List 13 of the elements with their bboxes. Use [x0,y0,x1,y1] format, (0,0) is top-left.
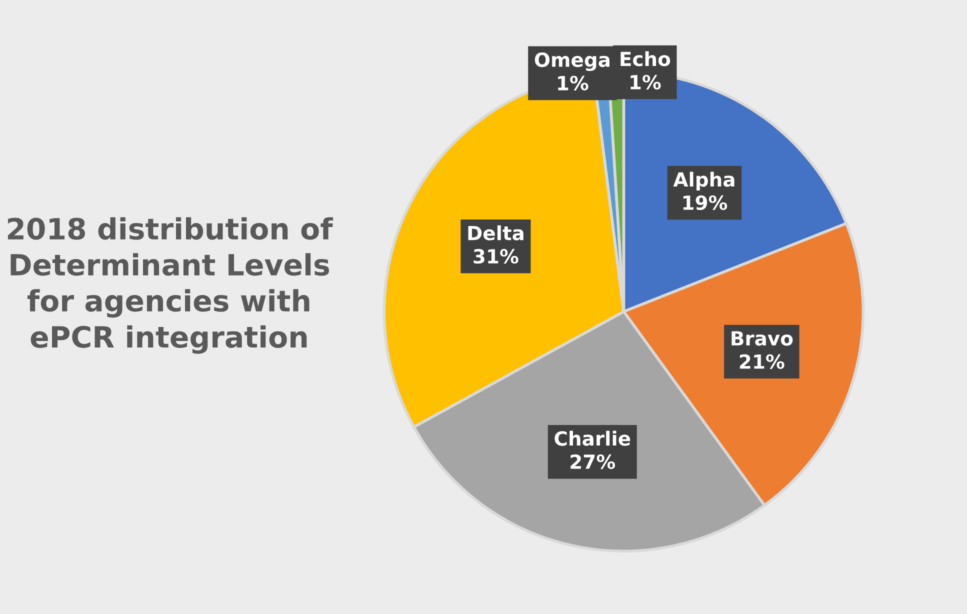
data-label: 1% [558,76,588,90]
slice-label: Bravo [732,331,793,346]
text: 2018 distribution of Determinant Levels for agencies with ePCR integration [8,217,334,354]
data-label: 31% [474,248,518,264]
slice-label: Echo [620,51,670,66]
data-label: 21% [740,354,784,369]
data-label: 1% [630,74,661,90]
slice-label: Alpha [673,172,734,191]
slice-label: Delta [468,225,524,240]
data-label: 27% [570,454,616,470]
data-label: 19% [683,195,728,210]
slice-label: Omega [534,52,610,71]
slice-label: Charlie [554,430,630,446]
